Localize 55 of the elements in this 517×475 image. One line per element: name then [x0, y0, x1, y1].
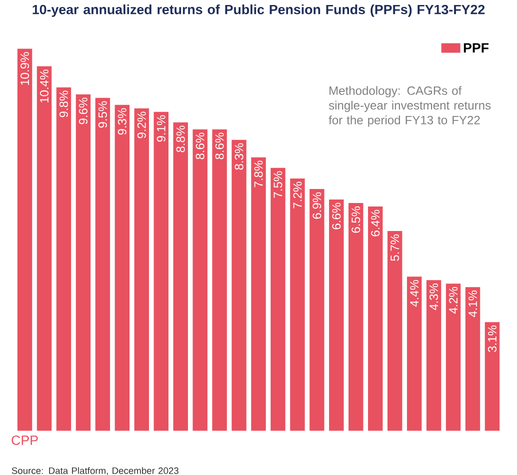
bar [212, 129, 227, 431]
bar [36, 66, 52, 431]
data-label: 10.4% [40, 70, 49, 102]
data-label: 3.1% [488, 325, 496, 352]
data-label: 4.1% [468, 290, 477, 318]
data-label: 9.5% [98, 101, 107, 128]
data-label: 6.9% [312, 192, 322, 219]
data-label: 6.5% [352, 206, 360, 233]
bar [310, 188, 324, 431]
data-label: 6.6% [332, 202, 341, 230]
data-label: 4.3% [430, 283, 438, 310]
bar [17, 48, 32, 431]
bar [426, 280, 442, 431]
bar [134, 108, 149, 431]
bar [251, 157, 266, 431]
data-label: 9.6% [78, 98, 88, 124]
data-label: 8.3% [234, 143, 244, 170]
data-label: 5.7% [390, 234, 400, 261]
source-note: Source: Data Platform, December 2023 [12, 467, 178, 475]
data-label: 7.8% [254, 160, 263, 188]
bar [95, 98, 110, 431]
data-label: 6.4% [371, 210, 380, 236]
bar [192, 129, 208, 431]
bar [484, 322, 500, 431]
bar [465, 287, 480, 431]
bar [56, 87, 72, 431]
bar [154, 112, 168, 431]
data-label: 8.6% [215, 132, 224, 160]
bar [406, 276, 422, 431]
bar [114, 104, 130, 431]
bar [446, 284, 461, 431]
bar [232, 140, 246, 431]
data-label: 7.2% [293, 182, 302, 208]
data-label: 9.2% [137, 112, 146, 138]
data-label: 9.3% [118, 108, 126, 135]
bar [76, 94, 91, 431]
x-tick-label: CPP [12, 435, 38, 445]
bar [290, 178, 305, 431]
bar [387, 230, 402, 431]
data-label: 8.6% [196, 132, 204, 160]
data-label: 9.8% [59, 90, 68, 118]
data-label: 7.5% [274, 171, 282, 198]
data-label: 10.9% [20, 52, 30, 85]
bar [270, 168, 286, 431]
annotation: Methodology: CAGRs of single-year investment returns for the period FY13 to FY22 [328, 86, 491, 127]
chart-title: 10-year annualized returns of Public Pension Funds (PPFs) FY13-FY22 [32, 4, 485, 17]
data-label: 8.8% [176, 126, 185, 152]
data-label: 4.4% [410, 280, 419, 307]
bar [368, 206, 383, 431]
bar [173, 122, 188, 431]
data-label: 4.2% [449, 286, 458, 314]
legend-label: PPF [464, 43, 489, 52]
bar [348, 202, 364, 431]
bar [329, 199, 344, 431]
data-label: 9.1% [156, 115, 166, 142]
